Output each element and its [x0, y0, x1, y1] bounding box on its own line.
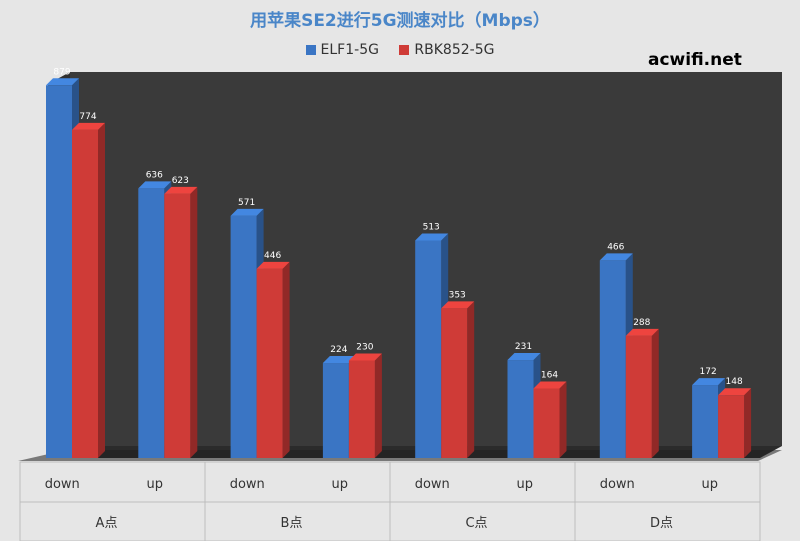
x-group-label: C点 [465, 516, 487, 531]
data-label: 636 [146, 170, 163, 180]
bar [256, 268, 283, 458]
legend-swatch-series-1 [305, 45, 316, 55]
data-label: 224 [330, 345, 347, 355]
bar-side [467, 301, 475, 458]
bar [415, 240, 442, 458]
x-group-label: A点 [96, 516, 118, 531]
data-label: 513 [423, 222, 440, 232]
x-group-label: D点 [650, 516, 673, 531]
x-tick-label: down [600, 477, 635, 492]
legend-swatch-series-2 [399, 45, 410, 55]
bar-side [374, 353, 382, 458]
bar-top [322, 356, 356, 364]
x-tick-label: down [415, 477, 450, 492]
bar-top [415, 233, 449, 241]
bar-side [282, 261, 290, 458]
bar-top [230, 208, 264, 216]
bar [72, 129, 98, 458]
data-label: 231 [515, 342, 532, 352]
bar-top [599, 253, 633, 261]
bar [46, 85, 72, 458]
bar [322, 363, 349, 458]
bar-side [651, 328, 659, 458]
bar-side [98, 122, 105, 458]
x-tick-label: up [147, 477, 164, 492]
legend-label-series-1: ELF1-5G [320, 42, 379, 58]
bar [507, 360, 534, 458]
bar-top [718, 388, 752, 396]
data-label: 288 [633, 318, 650, 328]
bar-top [625, 328, 659, 336]
bar [138, 188, 165, 458]
bar [692, 385, 719, 458]
x-tick-label: down [230, 477, 265, 492]
bar-side [190, 186, 198, 458]
bar-top [692, 378, 726, 386]
data-label: 353 [449, 290, 466, 300]
bar [625, 335, 652, 458]
x-tick-label: up [332, 477, 349, 492]
bar [230, 215, 257, 458]
bar [533, 388, 560, 458]
x-group-label: B点 [281, 516, 303, 531]
watermark: acwifi.net [648, 50, 742, 70]
bar-top [164, 186, 198, 194]
bar [599, 260, 626, 458]
bar-top [256, 261, 290, 269]
bar-top [533, 381, 567, 389]
bar [718, 395, 745, 458]
data-label: 774 [79, 112, 96, 122]
bar [441, 308, 468, 458]
bar [164, 193, 191, 458]
bar-top [72, 122, 105, 130]
bar-top [46, 78, 79, 86]
legend-item-series-1: ELF1-5G [305, 42, 379, 58]
x-tick-label: up [517, 477, 534, 492]
bar-top [348, 353, 382, 361]
data-label: 164 [541, 370, 558, 380]
chart-title: 用苹果SE2进行5G测速对比（Mbps） [250, 11, 550, 31]
data-label: 466 [607, 242, 624, 252]
x-tick-label: down [45, 477, 80, 492]
legend: ELF1-5G RBK852-5G [0, 42, 800, 58]
legend-label-series-2: RBK852-5G [414, 42, 495, 58]
data-label: 446 [264, 251, 281, 261]
data-label: 230 [356, 342, 373, 352]
plot-floor-shadow [18, 450, 782, 461]
bar-top [138, 181, 172, 189]
data-label: 623 [172, 176, 189, 186]
bar-top [507, 353, 541, 361]
x-tick-label: up [702, 477, 719, 492]
bar-side [744, 388, 752, 458]
bar-top [441, 301, 475, 309]
bar [348, 360, 375, 458]
data-label: 148 [726, 377, 743, 387]
data-label: 172 [700, 367, 717, 377]
data-label: 879 [53, 67, 70, 77]
bar-side [559, 381, 567, 458]
legend-item-series-2: RBK852-5G [399, 42, 494, 58]
data-label: 571 [238, 198, 255, 208]
